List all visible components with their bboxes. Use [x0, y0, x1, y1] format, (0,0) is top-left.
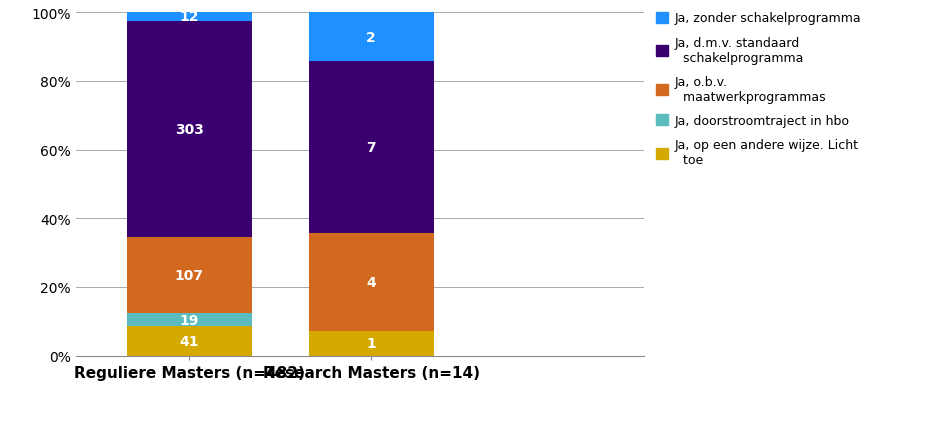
Text: 107: 107 [175, 268, 204, 282]
Bar [309, 233, 434, 332]
Bar [309, 13, 434, 62]
Text: 1: 1 [366, 337, 376, 351]
Text: 4: 4 [366, 276, 376, 289]
Legend: Ja, zonder schakelprogramma, Ja, d.m.v. standaard
  schakelprogramma, Ja, o.b.v.: Ja, zonder schakelprogramma, Ja, d.m.v. … [656, 13, 861, 167]
Text: 7: 7 [366, 141, 376, 155]
Text: 2: 2 [366, 30, 376, 45]
Text: 41: 41 [180, 334, 199, 348]
Text: 19: 19 [180, 313, 199, 327]
Bar [127, 22, 252, 237]
Bar [127, 237, 252, 313]
Bar [127, 327, 252, 356]
Bar [127, 313, 252, 327]
Bar [127, 13, 252, 22]
Bar [309, 62, 434, 233]
Text: 12: 12 [180, 10, 199, 24]
Bar [309, 332, 434, 356]
Text: 303: 303 [175, 122, 204, 136]
